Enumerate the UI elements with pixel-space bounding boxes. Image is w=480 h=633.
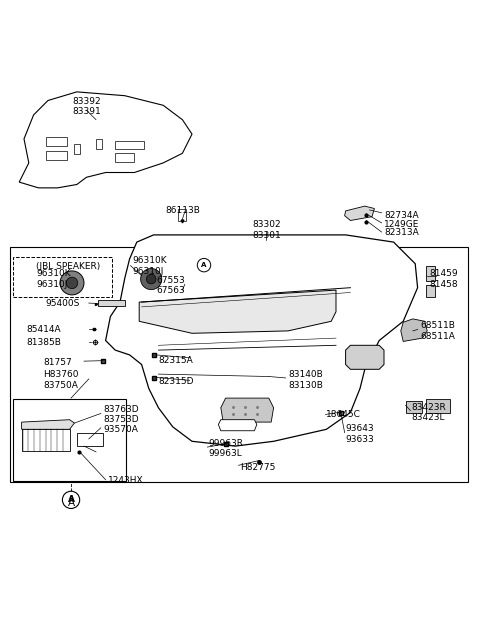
Text: 96310K
96310J: 96310K 96310J — [36, 270, 71, 289]
Bar — [115, 153, 134, 162]
Polygon shape — [401, 319, 427, 341]
Bar — [426, 399, 450, 413]
Text: 82313A: 82313A — [384, 229, 419, 237]
Text: (JBL SPEAKER): (JBL SPEAKER) — [36, 261, 100, 270]
Text: 82734A: 82734A — [384, 211, 419, 220]
Circle shape — [60, 271, 84, 295]
Text: 99963R
99963L: 99963R 99963L — [209, 439, 244, 458]
Polygon shape — [345, 206, 374, 220]
Text: H83760
83750A: H83760 83750A — [43, 370, 79, 389]
Circle shape — [62, 491, 80, 508]
Text: 83763D
83753D: 83763D 83753D — [103, 404, 139, 424]
Bar — [10, 247, 468, 482]
Polygon shape — [221, 398, 274, 422]
Bar — [13, 399, 126, 480]
Text: 82315A: 82315A — [158, 356, 193, 365]
Text: 81385B: 81385B — [26, 339, 61, 348]
Text: A: A — [68, 498, 74, 508]
Text: 68511B
68511A: 68511B 68511A — [420, 321, 455, 341]
Text: 95400S: 95400S — [46, 299, 80, 308]
Text: A: A — [68, 496, 74, 505]
Text: 67553
67563: 67553 67563 — [156, 275, 185, 295]
Polygon shape — [106, 235, 418, 446]
Text: 81757: 81757 — [43, 358, 72, 367]
Polygon shape — [346, 345, 384, 369]
Bar — [46, 151, 67, 160]
Polygon shape — [218, 420, 257, 430]
Circle shape — [146, 274, 156, 284]
Bar — [426, 266, 435, 280]
Circle shape — [66, 277, 78, 289]
Text: 18645C: 18645C — [326, 410, 361, 420]
Text: 83140B
83130B: 83140B 83130B — [288, 370, 323, 389]
Polygon shape — [139, 290, 336, 334]
Text: A: A — [201, 262, 207, 268]
Bar — [426, 285, 435, 298]
Bar — [13, 256, 112, 298]
Text: 81459
81458: 81459 81458 — [430, 270, 458, 289]
Polygon shape — [22, 420, 74, 429]
Bar — [22, 429, 70, 451]
Text: H82775: H82775 — [240, 463, 276, 472]
Bar — [74, 144, 80, 154]
Bar — [115, 141, 144, 149]
Circle shape — [197, 258, 211, 272]
Bar — [98, 300, 125, 306]
Text: 93643
93633: 93643 93633 — [346, 424, 374, 444]
Bar — [178, 208, 186, 220]
Text: 82315D: 82315D — [158, 377, 194, 385]
Text: 83423R
83423L: 83423R 83423L — [412, 403, 446, 422]
Text: 93570A: 93570A — [103, 425, 138, 434]
Polygon shape — [19, 92, 192, 188]
Bar — [77, 433, 103, 446]
Bar — [96, 139, 102, 149]
Text: 86113B: 86113B — [165, 206, 200, 215]
Text: 96310K
96310J: 96310K 96310J — [132, 256, 167, 276]
Bar — [406, 401, 422, 413]
Text: 83302
83301: 83302 83301 — [252, 220, 281, 240]
Text: 1243HX: 1243HX — [108, 476, 144, 485]
Text: 85414A: 85414A — [26, 325, 61, 334]
Circle shape — [141, 268, 162, 290]
Bar — [46, 137, 67, 146]
Text: 83392
83391: 83392 83391 — [72, 97, 101, 116]
Text: 1249GE: 1249GE — [384, 220, 420, 229]
